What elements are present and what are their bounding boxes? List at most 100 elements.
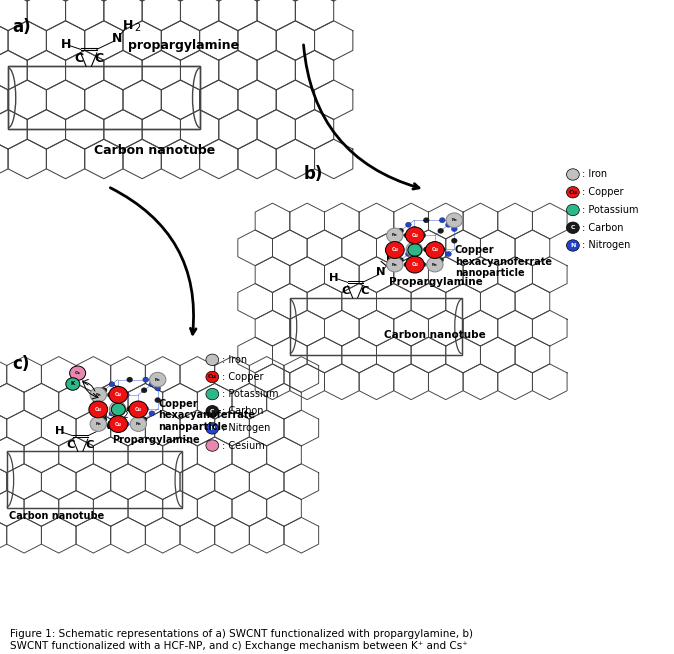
Circle shape: [206, 388, 218, 400]
Circle shape: [398, 258, 404, 263]
Circle shape: [107, 421, 113, 426]
Text: C: C: [86, 439, 94, 449]
Circle shape: [95, 413, 101, 418]
Circle shape: [206, 440, 218, 451]
Circle shape: [155, 398, 160, 403]
Text: K: K: [71, 381, 75, 387]
Circle shape: [149, 382, 155, 387]
Text: C: C: [360, 286, 369, 296]
Text: Fe: Fe: [392, 263, 398, 267]
Text: : Iron: : Iron: [582, 169, 607, 179]
Circle shape: [109, 416, 127, 432]
Text: Cs: Cs: [75, 371, 81, 375]
Text: Cu: Cu: [95, 407, 102, 412]
Circle shape: [109, 387, 127, 404]
Circle shape: [89, 401, 108, 418]
Circle shape: [398, 228, 404, 233]
Text: Propargylamine: Propargylamine: [112, 436, 200, 445]
Text: N: N: [102, 421, 111, 431]
Circle shape: [149, 411, 155, 416]
Circle shape: [123, 421, 129, 426]
Circle shape: [404, 262, 410, 267]
Text: Fe: Fe: [411, 247, 417, 251]
Circle shape: [206, 354, 218, 366]
Text: Fe: Fe: [96, 393, 101, 397]
Circle shape: [439, 247, 446, 252]
Text: Cu: Cu: [411, 262, 419, 267]
Circle shape: [423, 218, 429, 223]
Bar: [8, 66, 200, 129]
Circle shape: [130, 417, 146, 432]
Text: H: H: [123, 19, 133, 32]
Circle shape: [446, 213, 462, 228]
Circle shape: [387, 257, 403, 272]
Circle shape: [69, 366, 86, 381]
Text: Fe: Fe: [432, 263, 437, 267]
Circle shape: [392, 241, 398, 247]
Text: Carbon nanotube: Carbon nanotube: [9, 511, 104, 521]
Circle shape: [567, 204, 580, 216]
Text: Fe: Fe: [96, 422, 101, 426]
Circle shape: [109, 411, 115, 416]
Text: H: H: [61, 38, 71, 51]
Circle shape: [439, 218, 446, 223]
Circle shape: [129, 401, 148, 418]
Text: H: H: [112, 409, 121, 419]
Circle shape: [411, 226, 417, 232]
Text: Figure 1: Schematic representations of a) SWCNT functionalized with propargylami: Figure 1: Schematic representations of a…: [10, 629, 473, 651]
Text: C: C: [342, 286, 350, 296]
Circle shape: [142, 417, 147, 422]
Circle shape: [135, 401, 142, 406]
Text: Cu: Cu: [115, 392, 122, 398]
Circle shape: [452, 238, 457, 243]
Bar: [290, 298, 462, 355]
Circle shape: [135, 413, 142, 418]
Circle shape: [567, 169, 580, 181]
Circle shape: [446, 251, 452, 256]
Circle shape: [567, 240, 580, 251]
Text: : Nitrogen: : Nitrogen: [582, 241, 631, 250]
Text: Carbon nanotube: Carbon nanotube: [384, 330, 486, 340]
Text: : Potassium: : Potassium: [222, 389, 278, 399]
Text: Copper
hexacyanoferrate
nanoparticle: Copper hexacyanoferrate nanoparticle: [455, 245, 552, 279]
Text: : Nitrogen: : Nitrogen: [222, 423, 270, 434]
Text: Fe: Fe: [392, 233, 398, 237]
Text: Cu: Cu: [431, 247, 438, 252]
Circle shape: [155, 386, 160, 391]
Circle shape: [420, 233, 426, 238]
Circle shape: [438, 228, 443, 233]
Text: C: C: [94, 52, 103, 65]
Text: N: N: [210, 426, 215, 431]
Circle shape: [127, 377, 133, 382]
Circle shape: [143, 377, 148, 382]
Bar: [290, 298, 462, 355]
Text: a): a): [12, 18, 31, 36]
Text: H: H: [55, 426, 64, 436]
Circle shape: [423, 247, 429, 252]
Circle shape: [567, 222, 580, 233]
Circle shape: [115, 398, 121, 403]
Text: propargylamine: propargylamine: [128, 39, 239, 52]
Circle shape: [66, 378, 80, 390]
Text: : Cesium: : Cesium: [222, 441, 264, 451]
Text: Cu: Cu: [115, 422, 122, 426]
Text: : Copper: : Copper: [222, 372, 264, 382]
Text: : Carbon: : Carbon: [582, 223, 624, 233]
Text: Carbon nanotube: Carbon nanotube: [94, 144, 216, 157]
Text: : Iron: : Iron: [222, 355, 247, 365]
Circle shape: [109, 382, 115, 387]
Text: : Carbon: : Carbon: [222, 406, 264, 416]
Text: 2: 2: [397, 258, 402, 267]
Text: 2: 2: [122, 411, 128, 421]
Circle shape: [425, 241, 444, 258]
Text: Fe: Fe: [452, 218, 457, 222]
Circle shape: [127, 406, 133, 411]
Circle shape: [206, 422, 218, 434]
Circle shape: [206, 371, 218, 383]
Circle shape: [107, 392, 113, 398]
Circle shape: [111, 404, 125, 416]
Text: C: C: [210, 409, 214, 414]
Text: N: N: [376, 267, 386, 277]
Circle shape: [408, 244, 422, 256]
Circle shape: [404, 233, 410, 238]
